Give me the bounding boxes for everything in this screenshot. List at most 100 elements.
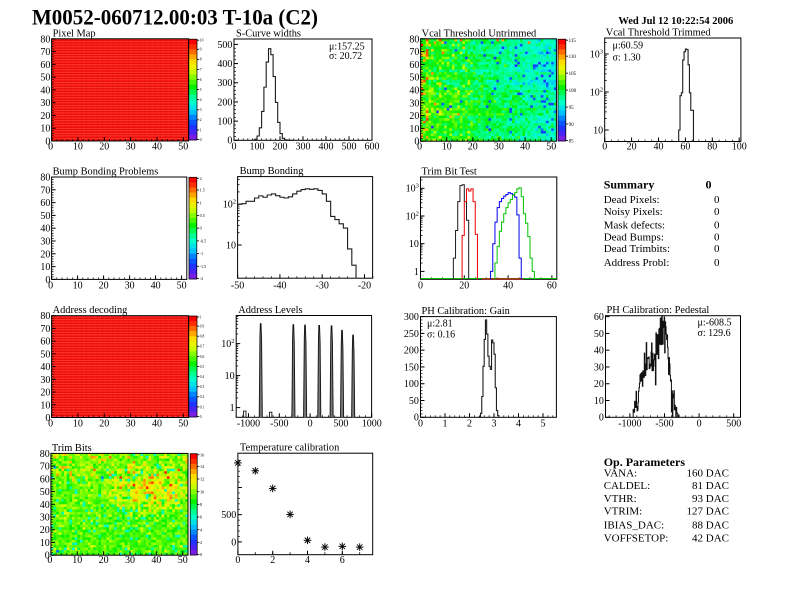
svg-text:300: 300	[296, 142, 311, 153]
svg-text:85: 85	[569, 139, 575, 144]
svg-text:80: 80	[409, 34, 419, 45]
svg-text:30: 30	[40, 237, 50, 248]
svg-text:0: 0	[48, 418, 53, 429]
svg-text:10: 10	[40, 262, 50, 273]
svg-text:1: 1	[443, 418, 448, 429]
svg-text:80: 80	[40, 311, 50, 322]
svg-text:1.5: 1.5	[200, 188, 205, 193]
svg-text:20: 20	[40, 388, 50, 399]
svg-text:70: 70	[40, 47, 50, 58]
svg-text:30: 30	[126, 142, 136, 153]
svg-text:600: 600	[365, 142, 380, 153]
svg-text:Pixel Map: Pixel Map	[53, 28, 96, 39]
svg-text:50: 50	[409, 396, 419, 407]
svg-text:60: 60	[547, 280, 557, 291]
svg-text:115: 115	[569, 39, 577, 44]
svg-text:Address Probl:: Address Probl:	[604, 257, 670, 269]
svg-text:0.8: 0.8	[200, 335, 205, 339]
svg-text:200: 200	[273, 142, 288, 153]
svg-text:μ:2.81: μ:2.81	[427, 318, 453, 329]
svg-text:4: 4	[200, 98, 202, 102]
svg-text:0.7: 0.7	[200, 345, 205, 349]
svg-text:0: 0	[200, 226, 202, 231]
svg-text:20: 20	[594, 379, 604, 390]
svg-text:300: 300	[217, 78, 232, 89]
svg-text:500: 500	[217, 40, 232, 51]
svg-text:70: 70	[40, 324, 50, 335]
svg-text:-40: -40	[273, 280, 286, 291]
svg-text:Bump Bonding: Bump Bonding	[240, 166, 304, 177]
svg-text:0: 0	[48, 142, 53, 153]
svg-text:10: 10	[73, 142, 83, 153]
svg-text:Mask defects:: Mask defects:	[604, 220, 665, 232]
svg-text:1: 1	[200, 315, 202, 319]
svg-text:0: 0	[418, 280, 423, 291]
svg-text:50: 50	[178, 142, 188, 153]
svg-text:-2: -2	[200, 276, 204, 281]
svg-text:-1.5: -1.5	[200, 264, 207, 269]
svg-text:100: 100	[569, 89, 577, 94]
svg-text:200: 200	[217, 97, 232, 108]
svg-text:0.4: 0.4	[200, 375, 205, 379]
svg-text:70: 70	[40, 185, 50, 196]
svg-text:30: 30	[494, 142, 504, 153]
svg-text:0: 0	[418, 418, 423, 429]
svg-text:-1000: -1000	[618, 418, 641, 429]
svg-text:Wed Jul 12 10:22:54 2006: Wed Jul 12 10:22:54 2006	[618, 16, 733, 27]
svg-text:1000: 1000	[362, 418, 382, 429]
svg-text:500: 500	[726, 418, 741, 429]
svg-text:20: 20	[40, 111, 50, 122]
svg-text:20: 20	[99, 280, 109, 291]
svg-text:102: 102	[590, 86, 603, 98]
svg-text:0.9: 0.9	[200, 325, 205, 329]
svg-text:20: 20	[99, 142, 109, 153]
svg-text:0: 0	[45, 275, 50, 286]
svg-text:40: 40	[503, 280, 513, 291]
svg-text:10: 10	[226, 240, 236, 251]
svg-text:0: 0	[714, 243, 720, 255]
svg-text:100: 100	[217, 117, 232, 128]
svg-text:0.1: 0.1	[200, 405, 205, 409]
svg-text:-500: -500	[270, 418, 288, 429]
svg-text:σ: 129.6: σ: 129.6	[698, 328, 731, 339]
svg-text:20: 20	[627, 142, 637, 153]
svg-text:105: 105	[569, 72, 577, 77]
svg-text:40: 40	[152, 418, 162, 429]
svg-text:5: 5	[541, 418, 546, 429]
svg-text:Address Levels: Address Levels	[238, 305, 302, 316]
svg-text:60: 60	[40, 337, 50, 348]
svg-text:Dead Trimbits:: Dead Trimbits:	[604, 243, 670, 255]
svg-text:80: 80	[40, 34, 50, 45]
svg-text:Bump Bonding Problems: Bump Bonding Problems	[53, 167, 159, 178]
svg-text:σ: 0.16: σ: 0.16	[427, 330, 455, 341]
svg-text:σ: 20.72: σ: 20.72	[329, 51, 362, 62]
svg-text:102: 102	[223, 199, 236, 211]
svg-text:2: 2	[200, 118, 202, 122]
svg-text:40: 40	[152, 142, 162, 153]
svg-text:0: 0	[602, 142, 607, 153]
svg-text:0: 0	[200, 138, 202, 142]
svg-text:400: 400	[217, 59, 232, 70]
svg-text:Summary: Summary	[604, 178, 655, 192]
svg-text:10: 10	[409, 124, 419, 135]
svg-text:8: 8	[200, 58, 202, 62]
svg-text:0: 0	[414, 137, 419, 148]
svg-text:10: 10	[40, 400, 50, 411]
svg-text:10: 10	[442, 142, 452, 153]
svg-text:40: 40	[409, 86, 419, 97]
svg-text:30: 30	[126, 418, 136, 429]
svg-text:10: 10	[200, 39, 204, 43]
svg-text:Trim Bits: Trim Bits	[52, 443, 92, 454]
svg-text:10: 10	[593, 125, 603, 136]
svg-text:Trim Bit Test: Trim Bit Test	[422, 167, 477, 178]
svg-text:-20: -20	[358, 280, 371, 291]
svg-text:0: 0	[714, 231, 720, 243]
svg-text:0: 0	[714, 257, 720, 269]
svg-text:0: 0	[45, 413, 50, 424]
svg-text:Vcal Threshold Untrimmed: Vcal Threshold Untrimmed	[422, 28, 537, 39]
svg-text:0: 0	[706, 178, 712, 192]
svg-text:60: 60	[40, 60, 50, 71]
svg-text:30: 30	[40, 98, 50, 109]
svg-text:7: 7	[200, 68, 202, 72]
svg-text:0.3: 0.3	[200, 385, 205, 389]
